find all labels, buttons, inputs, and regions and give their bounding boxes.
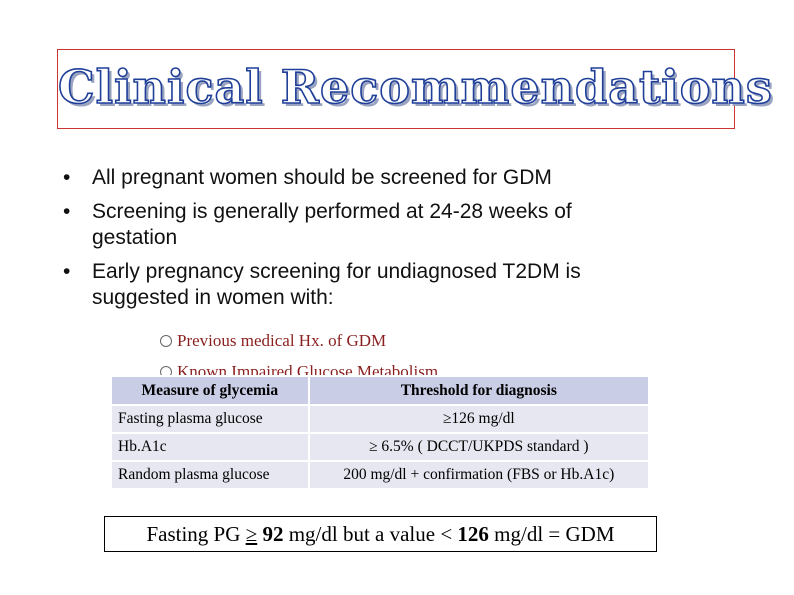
slide-title: Clinical Recommendations	[57, 59, 773, 115]
title-box: Clinical Recommendations	[57, 49, 773, 129]
note-ge-symbol: ≥	[245, 522, 258, 546]
note-text: mg/dl = GDM	[488, 522, 615, 546]
table-row: Hb.A1c ≥ 6.5% ( DCCT/UKPDS standard )	[112, 434, 648, 460]
cell-measure: Fasting plasma glucose	[112, 406, 308, 432]
note-lt-symbol: <	[440, 522, 453, 546]
bullet-dot-icon: •	[63, 166, 71, 189]
header-measure: Measure of glycemia	[112, 377, 308, 404]
table-row: Fasting plasma glucose ≥126 mg/dl	[112, 406, 648, 432]
note-text: mg/dl but a value	[283, 522, 441, 546]
bullet-list: • All pregnant women should be screened …	[60, 165, 700, 319]
header-threshold: Threshold for diagnosis	[309, 377, 648, 404]
sub-item-partially-hidden: Known Impaired Glucose Metabolism	[160, 362, 438, 375]
sub-item-text: Known Impaired Glucose Metabolism	[177, 362, 439, 375]
cell-measure: Hb.A1c	[112, 434, 308, 460]
gdm-criteria-note: Fasting PG ≥ 92 mg/dl but a value < 126 …	[104, 516, 657, 552]
cell-threshold: 200 mg/dl + confirmation (FBS or Hb.A1c)	[309, 462, 648, 488]
bullet-text-cont: gestation	[92, 226, 178, 249]
note-text: Fasting PG	[146, 522, 246, 546]
circle-bullet-icon	[160, 366, 172, 375]
bullet-text-cont: suggested in women with:	[92, 286, 334, 309]
table-header-row: Measure of glycemia Threshold for diagno…	[112, 377, 648, 404]
note-value-126: 126	[457, 522, 489, 546]
bullet-item: • Screening is generally performed at 24…	[60, 199, 700, 251]
glycemia-table: Measure of glycemia Threshold for diagno…	[110, 375, 650, 490]
cell-threshold: ≥ 6.5% ( DCCT/UKPDS standard )	[309, 434, 648, 460]
cell-measure: Random plasma glucose	[112, 462, 308, 488]
bullet-dot-icon: •	[63, 200, 71, 223]
note-value-92: 92	[262, 522, 284, 546]
sub-item-text: Previous medical Hx. of GDM	[177, 331, 387, 350]
sub-item: Previous medical Hx. of GDM	[160, 331, 386, 351]
table-row: Random plasma glucose 200 mg/dl + confir…	[112, 462, 648, 488]
bullet-item: • All pregnant women should be screened …	[60, 165, 700, 191]
bullet-text: All pregnant women should be screened fo…	[92, 166, 552, 189]
bullet-text: Early pregnancy screening for undiagnose…	[92, 260, 581, 283]
bullet-item: • Early pregnancy screening for undiagno…	[60, 259, 700, 311]
cell-threshold: ≥126 mg/dl	[309, 406, 648, 432]
bullet-dot-icon: •	[63, 260, 71, 283]
bullet-text: Screening is generally performed at 24-2…	[92, 200, 572, 223]
circle-bullet-icon	[160, 335, 172, 347]
